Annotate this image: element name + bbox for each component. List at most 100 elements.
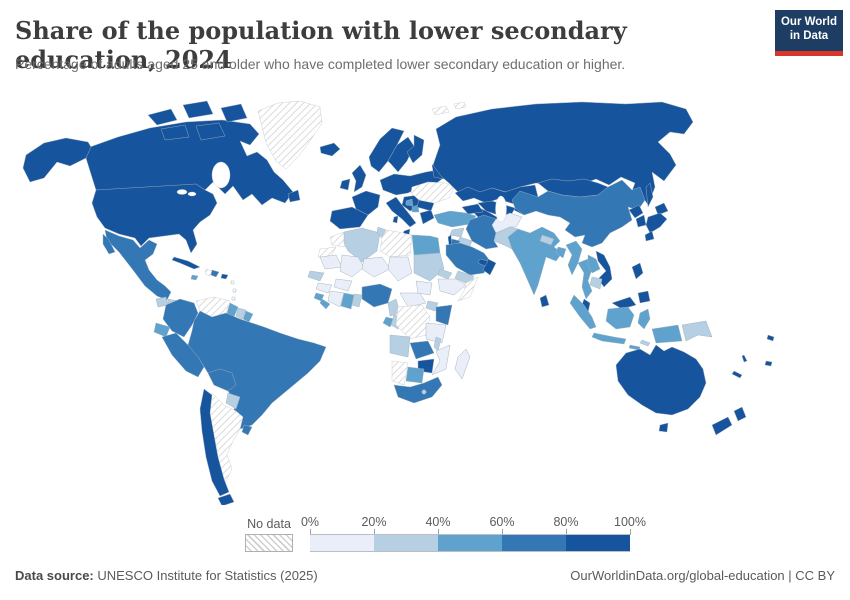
country-canada-arctic-2[interactable] bbox=[182, 100, 214, 119]
country-vietnam[interactable] bbox=[595, 250, 613, 288]
country-canada-arctic-5[interactable] bbox=[195, 122, 226, 141]
country-new-caledonia[interactable] bbox=[731, 370, 743, 379]
country-mauritania[interactable] bbox=[319, 254, 343, 270]
country-ireland[interactable] bbox=[339, 178, 351, 191]
country-cambodia[interactable] bbox=[589, 276, 603, 290]
country-chile-tierra-del-fuego[interactable] bbox=[217, 493, 235, 507]
country-sudan[interactable] bbox=[413, 252, 445, 282]
country-ghana[interactable] bbox=[340, 292, 355, 310]
country-vanuatu[interactable] bbox=[741, 354, 748, 363]
country-south-sudan[interactable] bbox=[415, 280, 433, 296]
country-mozambique[interactable] bbox=[431, 344, 451, 376]
country-laos[interactable] bbox=[587, 254, 601, 274]
country-senegal[interactable] bbox=[307, 270, 325, 282]
country-uganda[interactable] bbox=[425, 300, 439, 312]
country-greenland[interactable] bbox=[257, 100, 323, 170]
country-mexico-baja[interactable] bbox=[102, 233, 116, 255]
country-indonesia-java[interactable] bbox=[591, 332, 627, 345]
country-indonesia-papua[interactable] bbox=[651, 324, 683, 344]
country-indonesia-sumatra[interactable] bbox=[569, 294, 597, 330]
country-timor-leste[interactable] bbox=[639, 339, 651, 347]
country-greece[interactable] bbox=[419, 209, 435, 225]
country-madagascar[interactable] bbox=[454, 348, 471, 380]
country-ethiopia[interactable] bbox=[437, 278, 467, 296]
country-bosnia[interactable] bbox=[405, 198, 414, 207]
country-philippines-mindanao[interactable] bbox=[637, 290, 651, 304]
country-solomon-islands[interactable] bbox=[766, 334, 775, 342]
country-nigeria[interactable] bbox=[361, 283, 393, 308]
country-somalia[interactable] bbox=[457, 276, 479, 302]
country-japan-kyushu[interactable] bbox=[644, 230, 655, 242]
country-south-korea[interactable] bbox=[635, 214, 647, 228]
country-jamaica[interactable] bbox=[190, 274, 199, 281]
country-australia-tasmania[interactable] bbox=[658, 422, 669, 433]
country-india[interactable] bbox=[507, 226, 563, 296]
country-kenya[interactable] bbox=[435, 304, 453, 326]
country-chile[interactable] bbox=[199, 388, 230, 497]
country-zambia[interactable] bbox=[409, 340, 435, 360]
country-cuba[interactable] bbox=[171, 256, 201, 270]
country-canada-arctic-1[interactable] bbox=[147, 108, 178, 126]
country-united-kingdom[interactable] bbox=[351, 164, 367, 193]
country-lesser-antilles-1[interactable] bbox=[230, 280, 235, 285]
country-papua-new-guinea[interactable] bbox=[681, 320, 713, 342]
country-svalbard[interactable] bbox=[431, 105, 450, 116]
country-dr-congo[interactable] bbox=[395, 304, 431, 340]
country-colombia[interactable] bbox=[162, 298, 199, 338]
country-suriname[interactable] bbox=[235, 307, 247, 320]
owid-link[interactable]: OurWorldinData.org/global-education | CC… bbox=[570, 568, 835, 583]
country-iberia[interactable] bbox=[329, 206, 369, 230]
country-lesser-antilles-3[interactable] bbox=[231, 296, 236, 301]
country-dominican-republic[interactable] bbox=[210, 269, 220, 278]
country-indonesia-sulawesi[interactable] bbox=[637, 308, 651, 330]
country-sri-lanka[interactable] bbox=[539, 294, 550, 308]
country-japan-honshu[interactable] bbox=[645, 212, 668, 234]
country-iceland[interactable] bbox=[319, 142, 341, 157]
country-guinea[interactable] bbox=[315, 282, 333, 294]
country-burkina-faso[interactable] bbox=[333, 278, 353, 292]
country-usa-alaska[interactable] bbox=[22, 137, 92, 183]
country-tanzania[interactable] bbox=[425, 322, 447, 344]
country-uruguay[interactable] bbox=[241, 424, 253, 436]
country-japan-hokkaido[interactable] bbox=[654, 202, 669, 216]
country-australia[interactable] bbox=[615, 344, 707, 416]
country-eritrea[interactable] bbox=[437, 268, 453, 280]
country-algeria[interactable] bbox=[343, 227, 381, 263]
country-china[interactable] bbox=[511, 179, 646, 248]
country-russia-sakhalin[interactable] bbox=[645, 182, 654, 208]
no-data-swatch[interactable] bbox=[245, 534, 293, 552]
country-mexico[interactable] bbox=[104, 229, 172, 301]
country-libya[interactable] bbox=[379, 229, 413, 258]
country-new-zealand-south[interactable] bbox=[711, 416, 733, 436]
country-malaysia-borneo[interactable] bbox=[611, 296, 637, 310]
country-south-africa[interactable] bbox=[393, 376, 443, 404]
country-egypt[interactable] bbox=[411, 234, 441, 256]
country-central-europe[interactable] bbox=[379, 169, 443, 196]
country-philippines-luzon[interactable] bbox=[631, 262, 644, 280]
country-ukraine[interactable] bbox=[410, 181, 455, 204]
country-paraguay[interactable] bbox=[225, 392, 241, 410]
legend-bin-80-100[interactable] bbox=[566, 534, 630, 552]
country-canada-arctic-4[interactable] bbox=[160, 124, 190, 141]
country-haiti[interactable] bbox=[204, 268, 213, 277]
country-svalbard-2[interactable] bbox=[453, 101, 467, 110]
country-caucasus[interactable] bbox=[461, 203, 484, 215]
country-canada-newfoundland[interactable] bbox=[287, 189, 301, 203]
country-bolivia[interactable] bbox=[207, 368, 237, 392]
country-syria[interactable] bbox=[449, 227, 465, 238]
country-angola[interactable] bbox=[389, 334, 411, 358]
country-myanmar[interactable] bbox=[565, 240, 583, 276]
country-central-african-republic[interactable] bbox=[399, 292, 427, 308]
legend-bin-0-20[interactable] bbox=[310, 534, 374, 552]
country-north-korea[interactable] bbox=[628, 204, 644, 219]
country-italy-sardinia[interactable] bbox=[392, 215, 399, 224]
country-sweden[interactable] bbox=[387, 136, 415, 173]
country-chad[interactable] bbox=[387, 256, 413, 282]
country-finland[interactable] bbox=[406, 134, 425, 164]
country-ivory-coast[interactable] bbox=[327, 290, 345, 308]
country-new-zealand-north[interactable] bbox=[733, 406, 747, 422]
owid-logo[interactable]: Our World in Data bbox=[775, 10, 843, 56]
country-lesotho[interactable] bbox=[421, 389, 427, 395]
country-canada-arctic-3[interactable] bbox=[220, 103, 248, 123]
country-puerto-rico[interactable] bbox=[220, 273, 229, 280]
